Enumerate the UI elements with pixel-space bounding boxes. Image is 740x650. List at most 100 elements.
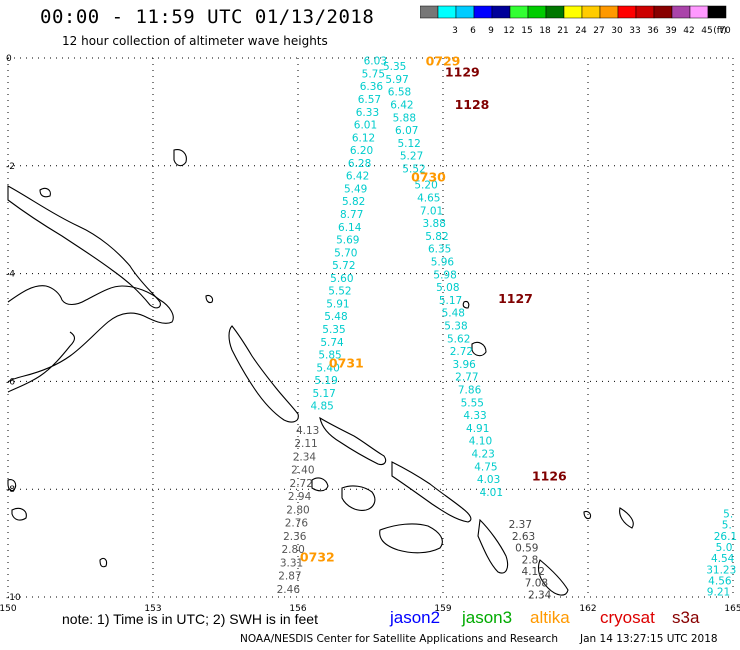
wave-height-value: 5.74: [320, 337, 344, 349]
wave-height-value: 5.17: [439, 295, 462, 307]
coastline-new-britain: [7, 285, 174, 393]
wave-height-value: 6.20: [350, 145, 373, 157]
wave-height-value: 5.38: [444, 320, 467, 332]
wave-height-value: 4.33: [463, 410, 486, 422]
altimeter-tracks: 6.035.756.366.576.336.016.126.206.286.42…: [277, 56, 737, 602]
legend-label: 36: [647, 26, 659, 36]
wave-height-value: 5.35: [383, 61, 406, 73]
track-0729-b: 5.355.976.586.425.886.075.125.275.52: [383, 61, 426, 175]
legend-label: 39: [665, 26, 677, 36]
wave-height-value: 26.1: [714, 531, 737, 543]
wave-height-value: 3.31: [280, 557, 303, 569]
wave-height-value: 6.36: [360, 81, 384, 93]
wave-height-value: 5.27: [400, 151, 423, 163]
coastline-santa-isabel: [391, 461, 472, 523]
wave-height-value: 6.58: [388, 87, 411, 99]
wave-height-value: 5.91: [326, 298, 349, 310]
wave-height-value: 5.52: [328, 286, 351, 298]
wave-height-value: 2.36: [283, 531, 307, 543]
wave-height-value: 5.20: [414, 180, 437, 192]
wave-height-value: 6.01: [354, 120, 377, 132]
legend-label: 6: [470, 26, 476, 36]
pass-time-label: 1128: [455, 97, 490, 112]
wave-height-value: 6.14: [338, 222, 362, 234]
wave-height-value: 4.10: [469, 436, 492, 448]
wave-height-value: 6.03: [364, 56, 387, 68]
track-0729: 6.035.756.366.576.336.016.126.206.286.42…: [310, 56, 387, 413]
wave-height-value: 0.59: [515, 543, 538, 555]
wave-height-value: 4.85: [310, 401, 333, 413]
wave-height-value: 2.37: [509, 519, 532, 531]
lat-tick-label: -2: [6, 162, 15, 172]
wave-height-value: 2.40: [291, 465, 314, 477]
coastline-makira: [537, 559, 569, 596]
lat-tick-label: -6: [6, 377, 15, 387]
lat-tick-label: -8: [6, 485, 15, 495]
wave-height-value: 4.91: [466, 423, 489, 435]
pass-time-label: 1126: [532, 469, 567, 484]
wave-height-value: 2.63: [512, 531, 535, 543]
wave-height-value: 2.34: [293, 451, 317, 463]
coastline-new-ireland: [7, 185, 161, 309]
coastline-guadalcanal: [379, 523, 443, 554]
credit-timestamp: Jan 14 13:27:15 UTC 2018: [580, 633, 718, 645]
coastlines: [7, 149, 634, 596]
wave-height-value: 5.82: [425, 231, 448, 243]
lat-tick-label: -10: [6, 593, 21, 603]
legend-unit: (ft): [713, 26, 727, 36]
legend-label: 9: [488, 26, 494, 36]
wave-height-value: 6.07: [395, 125, 418, 137]
satellite-label-s3a: s3a: [672, 608, 700, 627]
lon-tick-label: 162: [579, 604, 596, 614]
wave-height-value: 5.48: [442, 308, 465, 320]
wave-height-value: 5.40: [316, 362, 339, 374]
wave-height-value: 5.17: [312, 388, 335, 400]
wave-height-value: 6.28: [348, 158, 371, 170]
wave-height-value: 2.94: [288, 491, 312, 503]
wave-height-value: 2.46: [277, 584, 301, 596]
axis-tick-labels: 150 153 156 159 162 165 0 -2 -4 -6 -8 -10: [0, 54, 740, 614]
wave-height-value: 4.13: [296, 425, 319, 437]
wave-height-value: 5.52: [402, 163, 425, 175]
coastline-choiseul: [319, 416, 387, 466]
color-legend: 3 6 9 12 15 18 21 24 27 30 33 36 39 42 45 70(ft): [420, 5, 731, 36]
wave-height-value: 2.80: [281, 544, 304, 556]
lon-tick-label: 150: [0, 604, 17, 614]
wave-height-value: 5.96: [431, 256, 455, 268]
wave-height-value: 5.55: [461, 397, 484, 409]
pass-time-label: 0731: [329, 356, 364, 371]
legend-label: 42: [683, 26, 694, 36]
wave-height-value: 6.42: [390, 99, 413, 111]
wave-height-value: 4.56: [708, 575, 732, 587]
wave-height-value: 5.08: [436, 282, 459, 294]
wave-height-value: 5.48: [324, 311, 347, 323]
coastline-new-georgia: [341, 485, 376, 511]
credit-text: NOAA/NESDIS Center for Satellite Applica…: [240, 633, 558, 645]
wave-height-value: 6.42: [346, 171, 369, 183]
wave-height-value: 6.33: [356, 107, 379, 119]
legend-label: 70: [719, 26, 731, 36]
footnote: note: 1) Time is in UTC; 2) SWH is in fe…: [62, 611, 318, 627]
legend-label: 15: [521, 26, 532, 36]
track-1126-south: 2.372.630.592.84.127.082.34: [509, 519, 552, 601]
coastline-islet: [7, 479, 17, 492]
map-title: 00:00 - 11:59 UTC 01/13/2018: [40, 6, 375, 28]
wave-height-value: 2.77: [455, 372, 478, 384]
wave-height-value: 2.72: [450, 346, 473, 358]
pass-time-label: 1127: [498, 291, 533, 306]
satellite-label-jason2: jason2: [390, 608, 441, 627]
wave-height-value: 2.8: [522, 554, 539, 566]
coastline-malaita: [477, 518, 509, 574]
pass-time-label: 0732: [300, 550, 335, 565]
legend-label: 3: [452, 26, 458, 36]
wave-height-value: 31.23: [706, 564, 736, 576]
wave-height-value: 5.85: [318, 350, 341, 362]
coastline-islet: [619, 507, 634, 529]
legend-label: 18: [539, 26, 551, 36]
wave-height-value: 8.77: [340, 209, 363, 221]
wave-height-value: 5.12: [397, 138, 420, 150]
wave-height-value: 5.88: [393, 112, 416, 124]
wave-height-value: 5.75: [362, 68, 385, 80]
